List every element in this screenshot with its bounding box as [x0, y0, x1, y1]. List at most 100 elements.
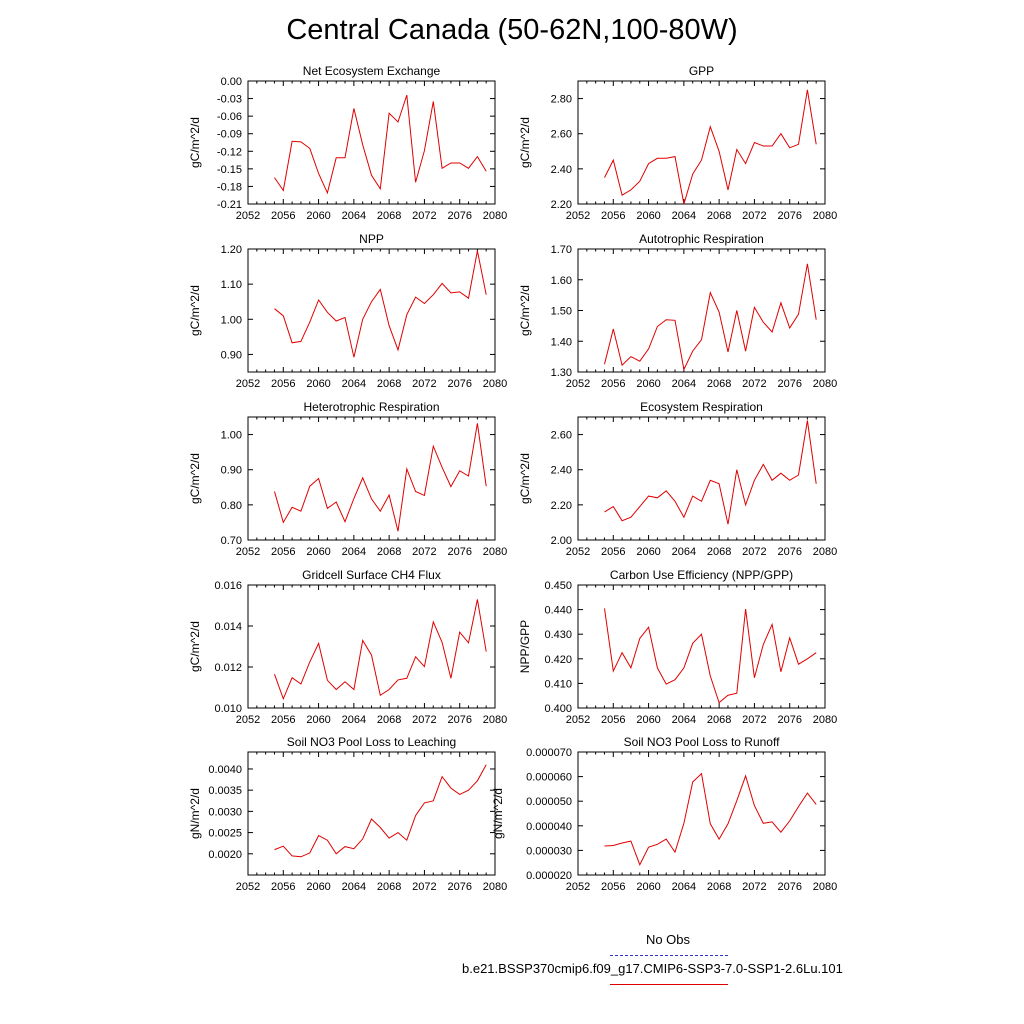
chart-title: Autotrophic Respiration [639, 232, 764, 246]
y-tick-label: 0.430 [544, 629, 572, 641]
x-tick-label: 2076 [447, 378, 471, 390]
y-tick-label: 0.000040 [526, 821, 572, 833]
chart-title: Heterotrophic Respiration [303, 400, 439, 414]
x-tick-label: 2068 [377, 210, 401, 222]
y-axis-label: NPP/GPP [518, 620, 532, 673]
y-tick-label: 2.00 [551, 535, 572, 547]
y-tick-label: 0.0020 [208, 849, 242, 861]
series-line [604, 263, 817, 372]
x-tick-label: 2072 [412, 210, 436, 222]
x-tick-label: 2080 [813, 881, 837, 893]
x-tick-label: 2072 [742, 881, 766, 893]
x-tick-label: 2076 [777, 210, 801, 222]
series-line [604, 420, 817, 525]
x-tick-label: 2060 [306, 378, 330, 390]
y-tick-label: -0.15 [217, 164, 242, 176]
x-tick-label: 2056 [271, 714, 295, 726]
y-tick-label: 0.00 [221, 76, 242, 88]
legend-model-line [610, 984, 728, 985]
x-tick-label: 2064 [672, 546, 696, 558]
x-tick-label: 2056 [271, 378, 295, 390]
x-tick-label: 2068 [707, 378, 731, 390]
y-axis-label: gC/m^2/d [188, 453, 202, 504]
y-tick-label: 0.000020 [526, 870, 572, 882]
y-tick-label: 2.20 [551, 199, 572, 211]
y-tick-label: 0.0025 [208, 828, 242, 840]
y-tick-label: 1.60 [551, 275, 572, 287]
y-tick-label: -0.06 [217, 111, 242, 123]
y-tick-label: 0.410 [544, 678, 572, 690]
x-tick-label: 2064 [342, 378, 366, 390]
x-tick-label: 2064 [342, 714, 366, 726]
x-tick-label: 2052 [566, 881, 590, 893]
y-axis-label: gC/m^2/d [188, 285, 202, 336]
y-axis-label: gC/m^2/d [188, 117, 202, 168]
x-tick-label: 2080 [483, 378, 507, 390]
y-tick-label: 2.60 [551, 430, 572, 442]
y-tick-label: 0.016 [214, 580, 242, 592]
x-tick-label: 2068 [377, 714, 401, 726]
y-tick-label: 0.000030 [526, 845, 572, 857]
x-tick-label: 2060 [306, 210, 330, 222]
series-line [604, 89, 817, 205]
x-tick-label: 2068 [707, 546, 731, 558]
x-tick-label: 2052 [236, 714, 260, 726]
x-tick-label: 2072 [412, 881, 436, 893]
y-tick-label: 0.0035 [208, 785, 242, 797]
x-tick-label: 2068 [707, 210, 731, 222]
x-tick-label: 2056 [601, 210, 625, 222]
y-tick-label: -0.09 [217, 129, 242, 141]
x-tick-label: 2072 [412, 378, 436, 390]
x-tick-label: 2060 [306, 881, 330, 893]
y-tick-label: 0.80 [221, 500, 242, 512]
x-tick-label: 2060 [636, 378, 660, 390]
series-line [274, 423, 487, 532]
x-tick-label: 2060 [636, 714, 660, 726]
y-tick-label: 1.30 [551, 367, 572, 379]
y-axis-label: gC/m^2/d [518, 453, 532, 504]
y-tick-label: 0.000060 [526, 772, 572, 784]
y-tick-label: -0.03 [217, 94, 242, 106]
y-tick-label: 1.00 [221, 314, 242, 326]
x-tick-label: 2068 [707, 714, 731, 726]
x-tick-label: 2060 [306, 546, 330, 558]
y-tick-label: 2.20 [551, 500, 572, 512]
x-tick-label: 2080 [813, 546, 837, 558]
y-tick-label: 0.010 [214, 703, 242, 715]
x-tick-label: 2052 [566, 378, 590, 390]
x-tick-label: 2052 [566, 714, 590, 726]
x-tick-label: 2072 [742, 546, 766, 558]
x-tick-label: 2076 [777, 881, 801, 893]
page-title: Central Canada (50-62N,100-80W) [286, 14, 738, 46]
x-tick-label: 2056 [271, 210, 295, 222]
x-tick-label: 2056 [601, 546, 625, 558]
chart-title: NPP [359, 232, 384, 246]
y-tick-label: 0.000050 [526, 796, 572, 808]
y-tick-label: 0.90 [221, 465, 242, 477]
y-tick-label: 0.0040 [208, 764, 242, 776]
y-tick-label: 2.60 [551, 129, 572, 141]
chart-title: Soil NO3 Pool Loss to Leaching [287, 735, 456, 749]
chart-title: Carbon Use Efficiency (NPP/GPP) [610, 568, 793, 582]
plot-frame [577, 80, 826, 205]
y-tick-label: 1.70 [551, 244, 572, 256]
series-line [274, 764, 487, 858]
y-tick-label: 0.440 [544, 605, 572, 617]
series-line [604, 608, 817, 704]
y-tick-label: 0.90 [221, 349, 242, 361]
x-tick-label: 2064 [342, 210, 366, 222]
x-tick-label: 2052 [566, 210, 590, 222]
x-tick-label: 2076 [447, 881, 471, 893]
x-tick-label: 2064 [672, 378, 696, 390]
y-axis-label: gN/m^2/d [491, 788, 505, 839]
plot-frame [247, 80, 496, 205]
y-axis-label: gC/m^2/d [518, 285, 532, 336]
legend-model-label: b.e21.BSSP370cmip6.f09_g17.CMIP6-SSP3-7.… [462, 961, 843, 976]
legend-obs-line [610, 955, 728, 956]
x-tick-label: 2056 [601, 378, 625, 390]
plot-frame [577, 248, 826, 373]
x-tick-label: 2080 [483, 714, 507, 726]
x-tick-label: 2056 [271, 546, 295, 558]
x-tick-label: 2052 [236, 378, 260, 390]
